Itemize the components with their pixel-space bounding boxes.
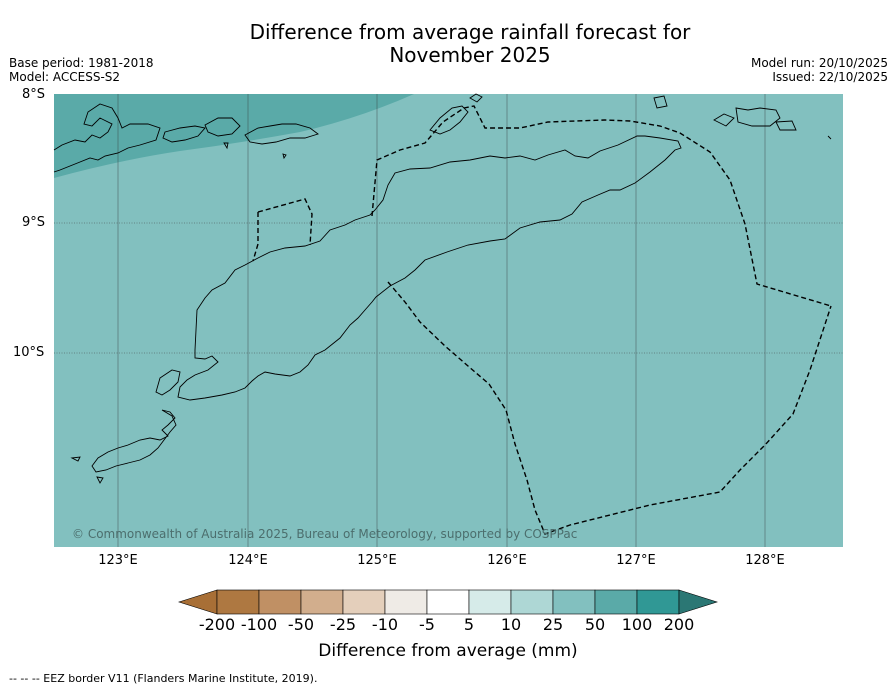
model-name: Model: ACCESS-S2 xyxy=(9,70,121,84)
lon-label-127e: 127°E xyxy=(616,553,656,568)
lat-label-10s: 10°S xyxy=(13,345,45,360)
colorbar-tick-label: 10 xyxy=(500,615,522,634)
colorbar-tick-label: -10 xyxy=(371,615,399,634)
coastlines xyxy=(53,93,832,484)
colorbar-tick-label: 200 xyxy=(663,615,695,634)
colorbar-tick-label: 100 xyxy=(621,615,653,634)
alor-coastline xyxy=(244,123,319,145)
islet xyxy=(96,476,104,484)
colorbar-segment xyxy=(594,589,638,615)
lon-label-128e: 128°E xyxy=(745,553,785,568)
colorbar-tick-label: 25 xyxy=(542,615,564,634)
kisar-coastline xyxy=(653,95,668,109)
atauro-coastline xyxy=(469,93,483,103)
issued-date: Issued: 22/10/2025 xyxy=(772,70,888,84)
lembata-coastline xyxy=(162,125,206,143)
eez-border-timor-south xyxy=(387,281,832,535)
rainfall-band-50-100 xyxy=(54,94,414,178)
eez-borders xyxy=(252,105,832,535)
colorbar-tick-label: -100 xyxy=(240,615,278,634)
colorbar-segment xyxy=(384,589,428,615)
islet xyxy=(282,153,287,160)
base-period: Base period: 1981-2018 xyxy=(9,56,154,70)
colorbar-segment xyxy=(426,589,470,615)
colorbar-tick-label: -200 xyxy=(198,615,236,634)
islet xyxy=(70,456,81,462)
model-run: Model run: 20/10/2025 xyxy=(750,56,888,70)
colorbar-tick-label: -5 xyxy=(419,615,435,634)
colorbar-tick-label: -25 xyxy=(329,615,357,634)
colorbar-segment xyxy=(342,589,386,615)
islet xyxy=(223,142,229,150)
lon-label-125e: 125°E xyxy=(357,553,397,568)
copyright-note: © Commonwealth of Australia 2025, Bureau… xyxy=(72,527,577,541)
lat-label-9s: 9°S xyxy=(22,215,46,230)
chart-title-line-2: November 2025 xyxy=(389,43,551,67)
colorbar-segment xyxy=(300,589,344,615)
islet xyxy=(827,135,832,140)
colorbar-tick-label: -50 xyxy=(287,615,315,634)
lon-label-124e: 124°E xyxy=(228,553,268,568)
colorbar-segment xyxy=(258,589,302,615)
lat-label-8s: 8°S xyxy=(22,87,46,102)
graticule xyxy=(54,94,843,547)
colorbar-segment xyxy=(216,589,260,615)
leti-coastline xyxy=(713,113,735,127)
rote-coastline xyxy=(91,409,177,473)
eez-border-oecusse xyxy=(252,198,313,262)
colorbar-segment xyxy=(552,589,596,615)
colorbar-segment xyxy=(510,589,554,615)
colorbar-tick-label: 5 xyxy=(463,615,475,634)
timor-coastline xyxy=(177,135,682,401)
lon-label-123e: 123°E xyxy=(98,553,138,568)
colorbar-segment xyxy=(468,589,512,615)
colorbar-tick-label: 50 xyxy=(584,615,606,634)
colorbar-arrow-high xyxy=(678,589,718,615)
semau-coastline xyxy=(155,369,181,396)
wetar-coastline xyxy=(429,105,469,135)
eez-legend-note: -- -- -- EEZ border V11 (Flanders Marine… xyxy=(9,672,318,685)
colorbar xyxy=(178,589,718,615)
flores-coastline xyxy=(53,103,161,173)
colorbar-arrow-low xyxy=(178,589,218,615)
lon-label-126e: 126°E xyxy=(487,553,527,568)
eez-border-timor-north xyxy=(371,105,832,307)
colorbar-segment xyxy=(636,589,680,615)
moa-coastline xyxy=(735,107,781,127)
lakor-coastline xyxy=(775,120,797,131)
colorbar-title: Difference from average (mm) xyxy=(318,641,578,661)
map-background xyxy=(54,94,843,547)
pantar-coastline xyxy=(204,117,241,137)
chart-title-line-1: Difference from average rainfall forecas… xyxy=(249,20,691,44)
